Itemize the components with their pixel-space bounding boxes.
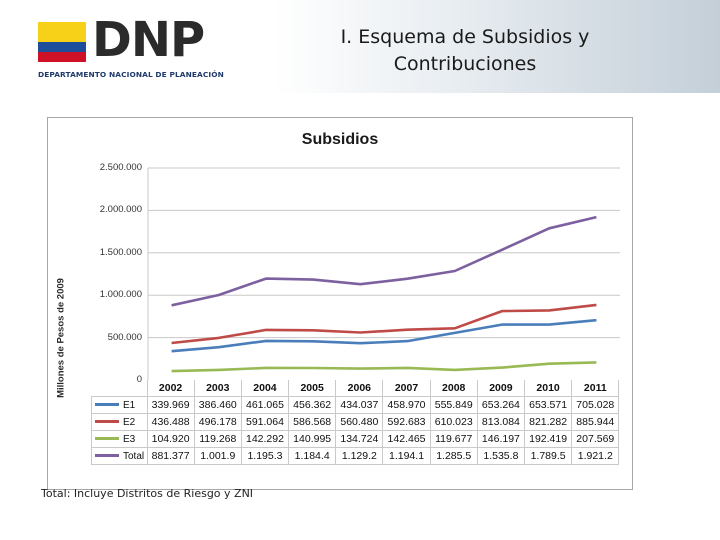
x-tick-label: 2002 xyxy=(146,380,195,397)
table-header-row: 2002 2003 2004 2005 2006 2007 2008 2009 2010 2011 xyxy=(91,380,620,397)
dnp-logo: DNP DEPARTAMENTO NACIONAL DE PLANEACIÓN xyxy=(34,12,234,84)
data-label: 555.849 xyxy=(429,396,478,414)
table-row: E3 104.920 119.268 142.292 140.995 134.724 142… xyxy=(91,430,620,448)
data-label: 434.037 xyxy=(335,396,384,414)
x-tick-label: 2010 xyxy=(523,380,573,397)
y-tick-label: 2.500.000 xyxy=(99,162,142,173)
data-label: 560.480 xyxy=(335,413,384,431)
legend-entry: E3 xyxy=(91,430,148,448)
data-label: 134.724 xyxy=(335,430,384,448)
data-label: 813.084 xyxy=(476,413,526,431)
series-line-e2 xyxy=(171,303,597,345)
table-row: E1 339.969 386.460 461.065 456.362 434.037 458… xyxy=(91,396,620,414)
data-label: 1.535.8 xyxy=(476,447,526,465)
data-label: 119.268 xyxy=(193,430,242,448)
footnote: Total: Incluye Distritos de Riesgo y ZNI xyxy=(41,487,254,500)
data-label: 207.569 xyxy=(571,430,620,448)
data-label: 653.571 xyxy=(523,396,573,414)
series-lines xyxy=(171,215,597,373)
data-label: 610.023 xyxy=(429,413,478,431)
x-tick-label: 2003 xyxy=(193,380,242,397)
logo-text: DNP xyxy=(92,12,205,68)
legend-entry: E2 xyxy=(91,413,148,431)
data-label: 142.292 xyxy=(240,430,290,448)
y-tick-label: 2.000.000 xyxy=(99,204,142,216)
slide-title-line1: I. Esquema de Subsidios y xyxy=(340,26,590,48)
flag-stripe-red xyxy=(38,52,86,62)
legend-key-icon xyxy=(95,403,119,407)
slide-title-line2: Contribuciones xyxy=(393,53,537,75)
y-tick-label: 0 xyxy=(136,374,142,385)
legend-label: E2 xyxy=(123,416,136,428)
data-label: 881.377 xyxy=(146,447,195,465)
data-label: 140.995 xyxy=(288,430,337,448)
legend-key-icon xyxy=(95,454,119,458)
data-label: 339.969 xyxy=(146,396,195,414)
x-tick-label: 2011 xyxy=(571,380,620,397)
table-corner xyxy=(91,380,148,397)
data-label: 142.465 xyxy=(382,430,431,448)
data-label: 192.419 xyxy=(523,430,573,448)
x-tick-label: 2006 xyxy=(335,380,384,397)
x-tick-label: 2008 xyxy=(429,380,478,397)
data-label: 885.944 xyxy=(571,413,620,431)
data-label: 821.282 xyxy=(523,413,573,431)
data-label: 653.264 xyxy=(476,396,526,414)
legend-label: E3 xyxy=(123,433,136,445)
colombia-flag-icon xyxy=(38,22,86,62)
data-label: 386.460 xyxy=(193,396,242,414)
y-tick-label: 500.000 xyxy=(107,331,142,343)
data-label: 591.064 xyxy=(240,413,290,431)
data-label: 1.285.5 xyxy=(429,447,478,465)
x-tick-label: 2007 xyxy=(382,380,431,397)
legend-entry: E1 xyxy=(91,396,148,414)
table-row: Total 881.377 1.001.9 1.195.3 1.184.4 1.129.2… xyxy=(91,447,620,465)
data-label: 1.194.1 xyxy=(382,447,431,465)
data-label: 456.362 xyxy=(288,396,337,414)
legend-entry: Total xyxy=(91,447,148,465)
legend-key-icon xyxy=(95,437,119,441)
line-plot xyxy=(147,167,620,380)
legend-key-icon xyxy=(95,420,119,424)
data-label: 586.568 xyxy=(288,413,337,431)
y-tick-label: 1.000.000 xyxy=(99,289,142,301)
x-tick-label: 2009 xyxy=(476,380,526,397)
data-label: 104.920 xyxy=(146,430,195,448)
chart-title: Subsidios xyxy=(301,131,379,148)
data-label: 496.178 xyxy=(193,413,242,431)
data-label: 592.683 xyxy=(382,413,431,431)
data-label: 1.184.4 xyxy=(288,447,337,465)
series-line-e3 xyxy=(171,361,597,373)
data-label: 1.195.3 xyxy=(240,447,290,465)
legend-label: Total xyxy=(123,450,145,462)
data-label: 1.129.2 xyxy=(335,447,384,465)
flag-stripe-blue xyxy=(38,42,86,52)
x-tick-label: 2004 xyxy=(240,380,290,397)
x-tick-label: 2005 xyxy=(288,380,337,397)
legend-label: E1 xyxy=(123,399,136,411)
chart-panel: Subsidios Millones de Pesos de 2009 0 500… xyxy=(47,117,633,490)
table-row: E2 436.488 496.178 591.064 586.568 560.480 592… xyxy=(91,413,620,431)
data-label: 436.488 xyxy=(146,413,195,431)
data-label: 458.970 xyxy=(382,396,431,414)
table-body: E1 339.969 386.460 461.065 456.362 434.037 458… xyxy=(91,396,620,465)
data-label: 146.197 xyxy=(476,430,526,448)
data-label: 1.001.9 xyxy=(193,447,242,465)
slide-header: DNP DEPARTAMENTO NACIONAL DE PLANEACIÓN … xyxy=(0,0,720,93)
flag-stripe-yellow xyxy=(38,22,86,42)
data-label: 1.789.5 xyxy=(523,447,573,465)
y-tick-label: 1.500.000 xyxy=(99,246,142,258)
series-line-e1 xyxy=(171,318,597,353)
data-label: 119.677 xyxy=(429,430,478,448)
data-label: 1.921.2 xyxy=(571,447,620,465)
series-line-total xyxy=(171,215,597,307)
data-label: 461.065 xyxy=(240,396,290,414)
data-table: 2002 2003 2004 2005 2006 2007 2008 2009 2010 2011… xyxy=(91,380,620,465)
data-label: 705.028 xyxy=(571,396,620,414)
slide-title: I. Esquema de Subsidios y Contribuciones xyxy=(300,24,630,78)
logo-subtitle: DEPARTAMENTO NACIONAL DE PLANEACIÓN xyxy=(38,70,224,79)
